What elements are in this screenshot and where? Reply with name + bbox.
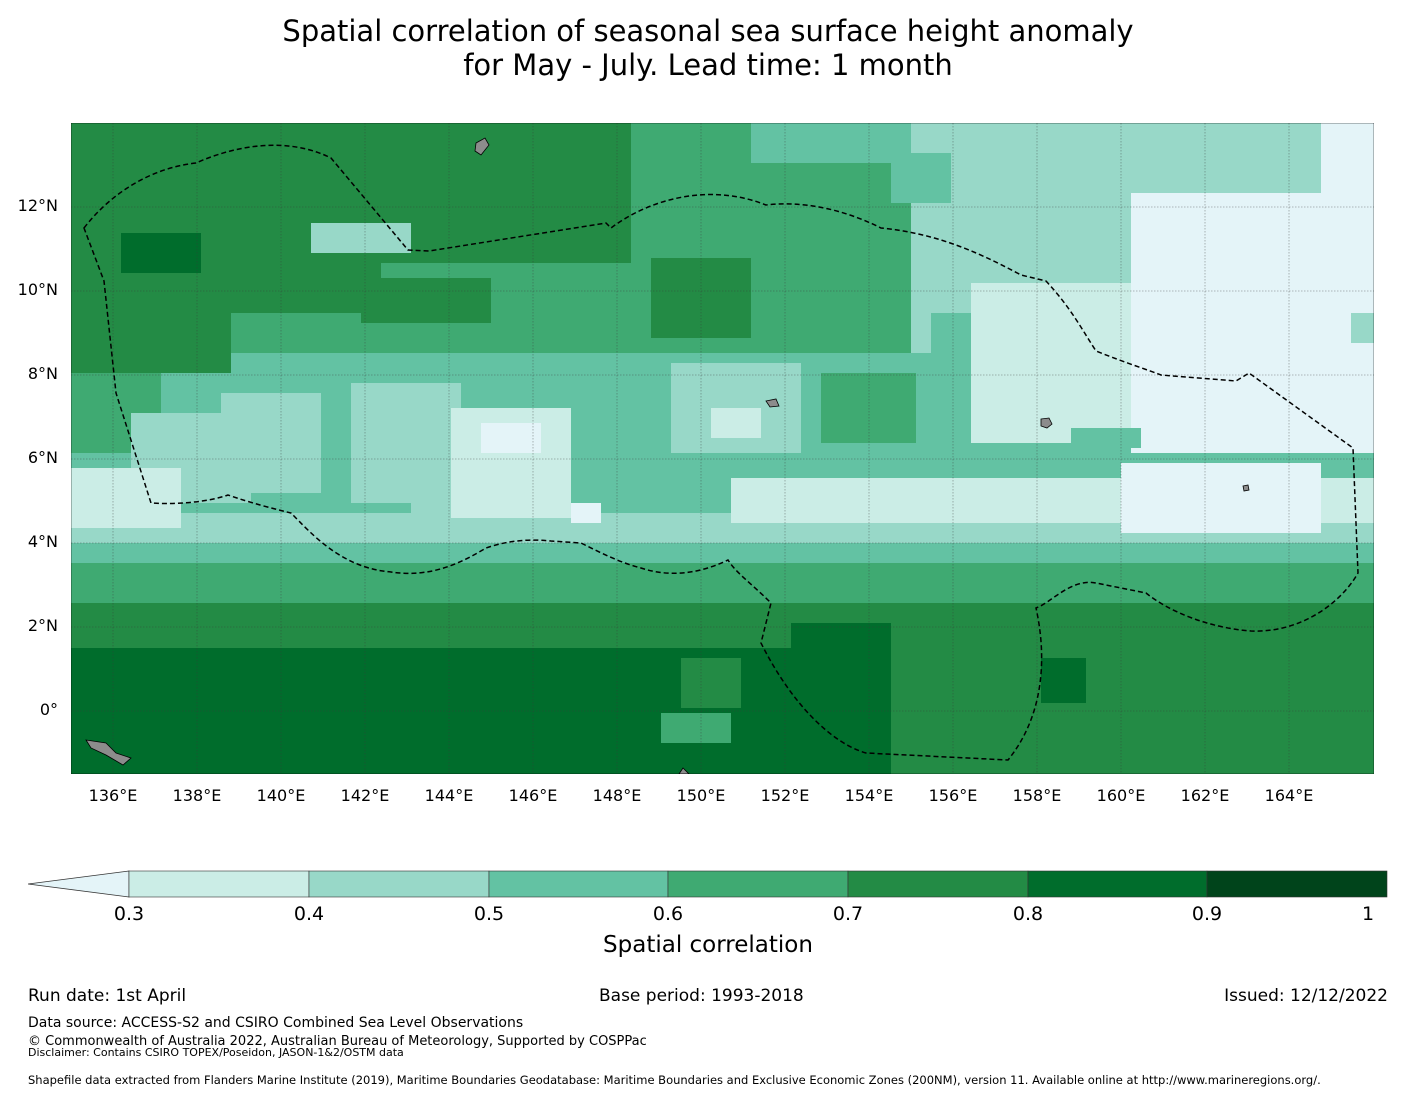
title-line-2: for May - July. Lead time: 1 month	[463, 48, 953, 82]
land-masses	[85, 137, 1250, 774]
colorbar-segment-0.4-0.5	[308, 870, 490, 898]
lon-label-162e: 162°E	[1180, 786, 1230, 805]
lat-label-2n: 2°N	[27, 616, 58, 635]
base-period: Base period: 1993-2018	[599, 986, 804, 1006]
colorbar-segment-0.8-0.9	[1027, 870, 1208, 898]
issued-date: Issued: 12/12/2022	[1224, 986, 1388, 1006]
lon-label-148e: 148°E	[592, 786, 642, 805]
lat-label-4n: 4°N	[27, 532, 58, 551]
colorbar-tick-0.8: 0.8	[1012, 903, 1044, 925]
correlation-map[interactable]	[71, 123, 1374, 774]
colorbar-tick-0.7: 0.7	[832, 903, 864, 925]
new-guinea-coast	[85, 739, 132, 766]
lon-label-164e: 164°E	[1264, 786, 1314, 805]
lat-label-8n: 8°N	[27, 364, 58, 383]
disclaimer: Disclaimer: Contains CSIRO TOPEX/Poseido…	[28, 1046, 404, 1059]
copyright-notice: © Commonwealth of Australia 2022, Austra…	[28, 1034, 647, 1049]
chuuk-islands	[765, 398, 780, 408]
lon-label-144e: 144°E	[424, 786, 474, 805]
lon-label-136e: 136°E	[88, 786, 138, 805]
lat-label-6n: 6°N	[27, 448, 58, 467]
data-source: Data source: ACCESS-S2 and CSIRO Combine…	[28, 1015, 524, 1031]
pohnpei-island	[1040, 417, 1053, 429]
lon-label-142e: 142°E	[340, 786, 390, 805]
lon-label-138e: 138°E	[172, 786, 222, 805]
lat-label-10n: 10°N	[17, 280, 58, 299]
colorbar-extend-arrow	[28, 870, 130, 898]
eez-boundary	[83, 144, 1359, 761]
colorbar	[28, 870, 1388, 898]
colorbar-tick-0.6: 0.6	[652, 903, 684, 925]
new-ireland-coast	[678, 767, 690, 774]
colorbar-segment-0.6-0.7	[667, 870, 849, 898]
colorbar-tick-0.4: 0.4	[293, 903, 325, 925]
lon-label-146e: 146°E	[508, 786, 558, 805]
guam-island	[474, 137, 490, 156]
lon-label-160e: 160°E	[1096, 786, 1146, 805]
lon-label-152e: 152°E	[760, 786, 810, 805]
lon-label-140e: 140°E	[256, 786, 306, 805]
lat-label-0: 0°	[39, 700, 58, 719]
lon-label-158e: 158°E	[1012, 786, 1062, 805]
colorbar-tick-0.3: 0.3	[113, 903, 145, 925]
lon-label-150e: 150°E	[676, 786, 726, 805]
shapefile-credit: Shapefile data extracted from Flanders M…	[28, 1073, 1321, 1087]
colorbar-segment-0.3-0.4	[128, 870, 310, 898]
colorbar-segment-0.7-0.8	[847, 870, 1029, 898]
lon-label-154e: 154°E	[844, 786, 894, 805]
map-canvas	[71, 123, 1374, 774]
colorbar-segment-0.5-0.6	[488, 870, 669, 898]
colorbar-tick-1: 1	[1361, 903, 1375, 925]
title-line-1: Spatial correlation of seasonal sea surf…	[282, 14, 1134, 48]
colorbar-label: Spatial correlation	[603, 932, 813, 958]
kosrae-island	[1242, 484, 1250, 492]
colorbar-segment-0.9-1	[1206, 870, 1388, 898]
map-title: Spatial correlation of seasonal sea surf…	[0, 14, 1416, 82]
lat-label-12n: 12°N	[17, 196, 58, 215]
colorbar-tick-0.9: 0.9	[1191, 903, 1223, 925]
colorbar-tick-0.5: 0.5	[473, 903, 505, 925]
run-date: Run date: 1st April	[28, 986, 187, 1006]
map-gridlines	[71, 123, 1374, 774]
correlation-field	[71, 123, 1374, 774]
lon-label-156e: 156°E	[928, 786, 978, 805]
